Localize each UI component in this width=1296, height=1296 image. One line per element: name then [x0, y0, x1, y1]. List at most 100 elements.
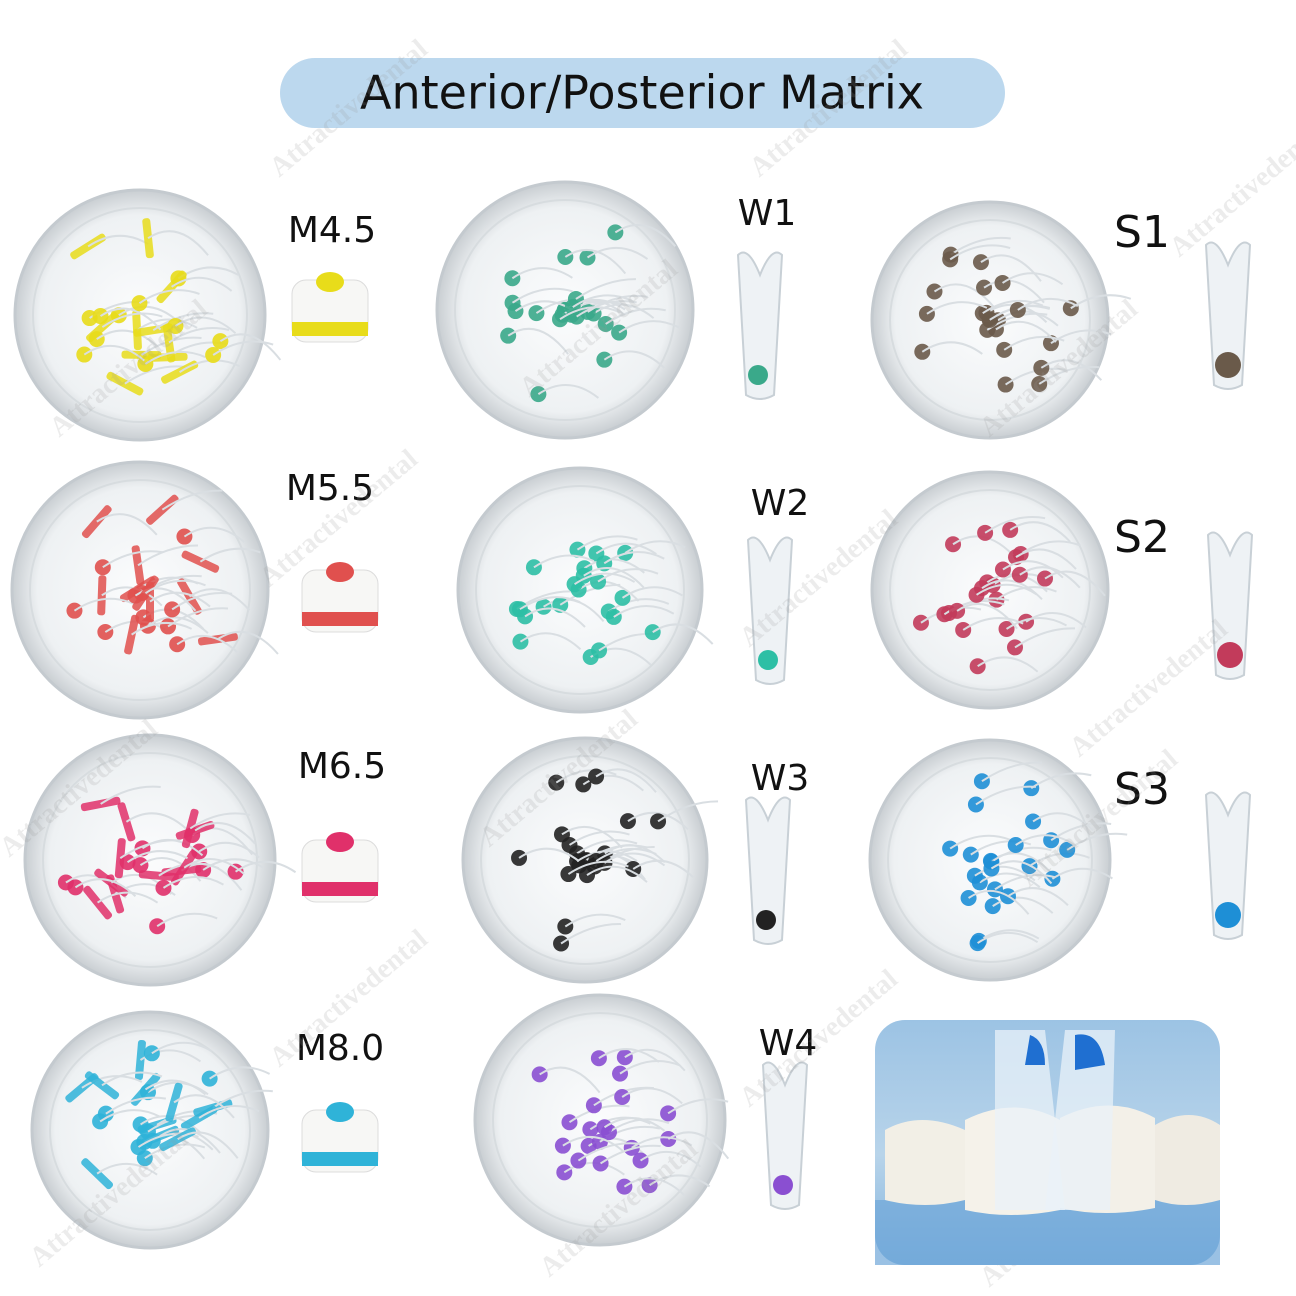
- matrix-outline: [74, 878, 137, 897]
- matrix-outline: [652, 623, 714, 645]
- matrix-outline: [614, 224, 677, 247]
- matrix-outline: [979, 872, 1041, 888]
- matrix-band: [302, 882, 378, 896]
- matrix-outline: [1028, 852, 1090, 867]
- matrix-outline: [519, 596, 581, 611]
- matrix-outline: [1002, 560, 1064, 579]
- tooth-matrix: [744, 796, 792, 945]
- matrix-outline: [144, 350, 206, 365]
- matrix-outline: [73, 597, 135, 612]
- product: S2: [870, 470, 1254, 710]
- matrix-outline: [603, 1117, 666, 1132]
- matrix-outline: [589, 1116, 651, 1131]
- matrix-outline: [131, 621, 193, 636]
- matrix-outline: [194, 822, 256, 845]
- matrix-outline: [87, 234, 149, 248]
- matrix-outline: [990, 860, 1053, 885]
- tooth-dot: [1215, 352, 1241, 378]
- product: W3: [461, 736, 809, 984]
- matrix-outline: [174, 316, 237, 334]
- matrix-outline: [518, 847, 580, 863]
- matrix-outline: [561, 825, 623, 849]
- matrix-outline: [119, 839, 181, 859]
- matrix-outline: [560, 923, 622, 945]
- product: W2: [456, 466, 810, 714]
- matrix-outline: [1030, 772, 1092, 789]
- matrix-outline: [926, 301, 988, 315]
- matrix-outline: [199, 547, 261, 563]
- tooth-dot: [756, 910, 776, 930]
- product: S1: [870, 200, 1252, 440]
- matrix-outline: [96, 513, 158, 536]
- dish-rim: [32, 207, 248, 423]
- product-label: M4.5: [288, 210, 376, 251]
- matrix-outline: [519, 632, 582, 651]
- matrix-outline: [564, 913, 626, 928]
- matrix-outline: [978, 929, 1040, 942]
- matrix-outline: [618, 320, 680, 334]
- matrix-outline: [533, 554, 595, 569]
- matrix-outline: [1040, 359, 1103, 381]
- matrix-outline: [156, 912, 218, 928]
- matrix-outline: [593, 303, 655, 319]
- tooth-matrix: [1206, 531, 1254, 680]
- product: W4: [473, 993, 817, 1247]
- product-label: W2: [751, 483, 810, 524]
- matrix-outline: [149, 591, 211, 608]
- tooth-matrix: [1204, 791, 1252, 940]
- product-label: M6.5: [298, 746, 386, 787]
- matrix-outline: [1007, 887, 1069, 906]
- matrix-outline: [603, 551, 665, 565]
- matrix-outline: [992, 896, 1054, 914]
- matrix-outline: [982, 299, 1044, 315]
- tooth-dot: [748, 365, 768, 385]
- matrix-outline: [97, 891, 159, 904]
- matrix-outline: [568, 830, 630, 846]
- product-label: S3: [1114, 764, 1170, 815]
- dish-rim: [454, 199, 676, 421]
- matrix-outline: [217, 630, 279, 655]
- matrix-outline: [168, 327, 230, 344]
- matrix-outline: [949, 834, 1011, 850]
- matrix-outline: [657, 800, 719, 823]
- matrix-outline: [597, 568, 659, 583]
- matrix-dot: [1011, 566, 1028, 583]
- matrix-outline: [624, 540, 686, 554]
- product: W1: [435, 180, 796, 440]
- matrix-outline: [136, 318, 198, 331]
- matrix-outline: [595, 542, 657, 555]
- matrix-outline: [118, 305, 180, 323]
- matrix-tab: [316, 272, 344, 292]
- matrix-outline: [586, 865, 648, 883]
- matrix-outline: [624, 1048, 686, 1072]
- product: M6.5: [23, 733, 386, 987]
- matrix-outline: [983, 279, 1045, 304]
- matrix-outline: [212, 340, 274, 356]
- matrix-outline: [977, 931, 1039, 944]
- matrix-outline: [1015, 548, 1077, 570]
- matrix-outline: [183, 858, 245, 875]
- matrix-outline: [559, 306, 621, 321]
- matrix-outline: [575, 278, 636, 300]
- matrix-outline: [138, 289, 200, 304]
- dish-rim: [492, 1012, 708, 1228]
- matrix-outline: [603, 350, 666, 369]
- dish-rim: [887, 757, 1093, 963]
- product: M4.5: [13, 188, 376, 442]
- matrix-outline: [198, 1105, 260, 1119]
- tooth-matrix: [736, 251, 784, 400]
- tooth-matrix: [761, 1061, 809, 1210]
- tooth-dot: [1215, 902, 1241, 928]
- matrix-outline: [921, 341, 983, 355]
- matrix-outline: [608, 598, 670, 613]
- dish-rim: [480, 755, 690, 965]
- matrix-outline: [586, 246, 649, 260]
- matrix-outline: [202, 858, 264, 871]
- matrix-outline: [99, 307, 162, 331]
- matrix-outline: [100, 785, 161, 805]
- photo: [875, 1020, 1220, 1265]
- matrix-outline: [562, 1135, 624, 1152]
- matrix-outline: [235, 860, 297, 874]
